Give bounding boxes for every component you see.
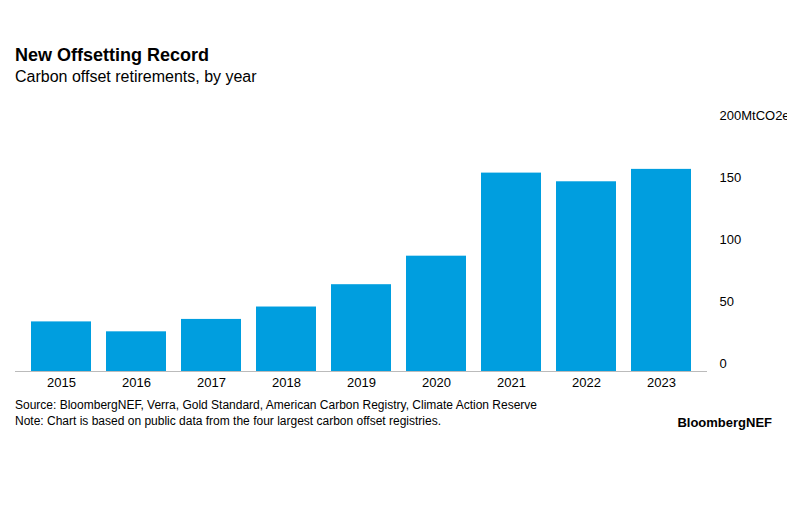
svg-text:2017: 2017: [197, 375, 226, 390]
svg-text:2016: 2016: [122, 375, 151, 390]
html-text:BloombergNEF: BloombergNEF: [677, 415, 772, 430]
svg-text:2022: 2022: [572, 375, 601, 390]
svg-text:2019: 2019: [347, 375, 376, 390]
svg-text:150: 150: [720, 170, 742, 185]
html-text:Note: Chart is based on public: Note: Chart is based on public data from…: [15, 414, 441, 428]
svg-text:2015: 2015: [47, 375, 76, 390]
svg-text:0: 0: [720, 356, 727, 371]
html-text:New Offsetting Record: New Offsetting Record: [15, 45, 209, 65]
html-text:Carbon offset retirements, by: Carbon offset retirements, by year: [15, 68, 257, 85]
svg-text:2021: 2021: [497, 375, 526, 390]
html-text:Source: BloombergNEF, Verra, G: Source: BloombergNEF, Verra, Gold Standa…: [15, 398, 537, 412]
svg-text:100: 100: [720, 232, 742, 247]
svg-text:2020: 2020: [422, 375, 451, 390]
svg-text:200MtCO2e: 200MtCO2e: [720, 108, 787, 123]
svg-text:50: 50: [720, 294, 734, 309]
svg-text:2023: 2023: [647, 375, 676, 390]
svg-text:2018: 2018: [272, 375, 301, 390]
